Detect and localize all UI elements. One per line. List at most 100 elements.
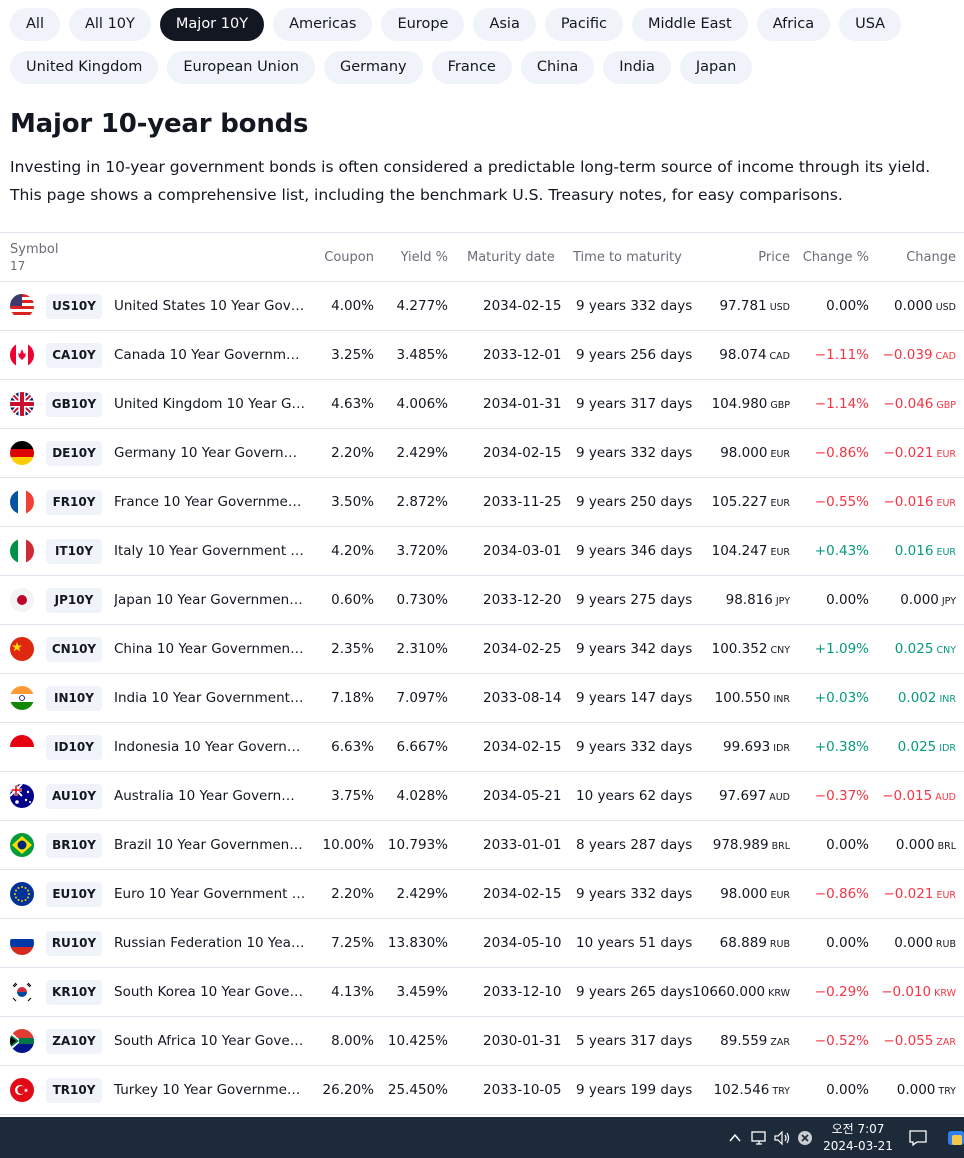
filter-chip-all[interactable]: All (10, 8, 60, 41)
ticker-badge[interactable]: IT10Y (46, 539, 102, 564)
table-row[interactable]: JP10Y Japan 10 Year Government B… 0.60% 0.7… (0, 576, 964, 625)
system-clock[interactable]: 오전 7:07 2024-03-21 (823, 1121, 893, 1155)
table-row[interactable]: ZA10Y South Africa 10 Year Govern… 8.00% 10… (0, 1017, 964, 1066)
bond-name[interactable]: Canada 10 Year Government … (114, 347, 306, 363)
filter-chip-asia[interactable]: Asia (473, 8, 536, 41)
bond-name[interactable]: Indonesia 10 Year Governme… (114, 739, 306, 755)
bond-name[interactable]: Russian Federation 10 Year G… (114, 935, 306, 951)
table-row[interactable]: EU10Y Euro 10 Year Government Bo… 2.20% 2.4… (0, 870, 964, 919)
ticker-badge[interactable]: GB10Y (46, 392, 102, 417)
bond-name[interactable]: India 10 Year Government Bo… (114, 690, 306, 706)
table-row[interactable]: RU10Y Russian Federation 10 Year G… 7.25% 1… (0, 919, 964, 968)
bond-name[interactable]: South Korea 10 Year Govern… (114, 984, 306, 1000)
volume-icon[interactable] (773, 1130, 791, 1146)
bond-name[interactable]: United Kingdom 10 Year Gov… (114, 396, 306, 412)
header-yield[interactable]: Yield % (400, 250, 448, 265)
ticker-badge[interactable]: BR10Y (46, 833, 102, 858)
bond-name[interactable]: Germany 10 Year Governmen… (114, 445, 306, 461)
table-row[interactable]: US10Y United States 10 Year Gover… 4.00% 4.… (0, 282, 964, 331)
bond-name[interactable]: South Africa 10 Year Govern… (114, 1033, 306, 1049)
ticker-badge[interactable]: DE10Y (46, 441, 102, 466)
table-row[interactable]: GB10Y United Kingdom 10 Year Gov… 4.63% 4.0… (0, 380, 964, 429)
change-value: 0.000 (894, 935, 933, 951)
header-change-pct[interactable]: Change % (802, 250, 869, 265)
bond-name[interactable]: Turkey 10 Year Government … (114, 1082, 306, 1098)
ticker-badge[interactable]: TR10Y (46, 1078, 102, 1103)
header-symbol[interactable]: Symbol 17 (10, 242, 58, 274)
table-row[interactable]: BR10Y Brazil 10 Year Government B… 10.00% 1… (0, 821, 964, 870)
filter-chip-middle-east[interactable]: Middle East (631, 8, 748, 41)
table-row[interactable]: ID10Y Indonesia 10 Year Governme… 6.63% 6.6… (0, 723, 964, 772)
filter-chip-usa[interactable]: USA (839, 8, 902, 41)
table-row[interactable]: AU10Y Australia 10 Year Governmen… 3.75% 4.… (0, 772, 964, 821)
bond-name[interactable]: United States 10 Year Gover… (114, 298, 306, 314)
coupon-value: 4.63% (331, 396, 374, 412)
filter-chip-japan[interactable]: Japan (679, 51, 753, 84)
ticker-badge[interactable]: ZA10Y (46, 1029, 102, 1054)
coupon-value: 4.00% (331, 298, 374, 314)
ticker-badge[interactable]: CA10Y (46, 343, 102, 368)
table-row[interactable]: IT10Y Italy 10 Year Government Bo… 4.20% 3.… (0, 527, 964, 576)
ticker-badge[interactable]: IN10Y (46, 686, 102, 711)
filter-chip-americas[interactable]: Americas (273, 8, 373, 41)
header-time-to-maturity[interactable]: Time to maturity (573, 250, 682, 265)
filter-chip-china[interactable]: China (520, 51, 595, 84)
coupon-value: 3.25% (331, 347, 374, 363)
maturity-date: 2034-03-01 (483, 543, 562, 559)
ticker-badge[interactable]: AU10Y (46, 784, 102, 809)
table-row[interactable]: FR10Y France 10 Year Government … 3.50% 2.8… (0, 478, 964, 527)
table-row[interactable]: KR10Y South Korea 10 Year Govern… 4.13% 3.4… (0, 968, 964, 1017)
filter-chip-all-10y[interactable]: All 10Y (68, 8, 151, 41)
table-row[interactable]: CN10Y China 10 Year Government B… 2.35% 2.3… (0, 625, 964, 674)
header-price[interactable]: Price (758, 250, 790, 265)
price-value: 10660.000 (692, 984, 766, 1000)
ru-flag-icon (10, 931, 34, 955)
bond-name[interactable]: Euro 10 Year Government Bo… (114, 886, 306, 902)
fr-flag-icon (10, 490, 34, 514)
ticker-badge[interactable]: US10Y (46, 294, 102, 319)
bond-name[interactable]: France 10 Year Government … (114, 494, 306, 510)
price-value: 105.227 (711, 494, 768, 510)
notification-icon[interactable] (908, 1129, 928, 1147)
filter-chip-france[interactable]: France (431, 51, 512, 84)
ticker-badge[interactable]: ID10Y (46, 735, 102, 760)
tr-flag-icon (10, 1078, 34, 1102)
table-row[interactable]: CA10Y Canada 10 Year Government … 3.25% 3.4… (0, 331, 964, 380)
price-value: 100.352 (711, 641, 768, 657)
bond-name[interactable]: Australia 10 Year Governmen… (114, 788, 306, 804)
time-to-maturity: 9 years 342 days (576, 641, 693, 657)
network-icon[interactable] (750, 1130, 768, 1146)
app-icon[interactable] (948, 1129, 964, 1147)
filter-chip-united-kingdom[interactable]: United Kingdom (10, 51, 159, 84)
chevron-up-icon[interactable] (728, 1131, 742, 1145)
ticker-badge[interactable]: KR10Y (46, 980, 102, 1005)
table-row[interactable]: DE10Y Germany 10 Year Governmen… 2.20% 2.42… (0, 429, 964, 478)
filter-chip-germany[interactable]: Germany (323, 51, 423, 84)
ticker-badge[interactable]: JP10Y (46, 588, 102, 613)
table-row[interactable]: TR10Y Turkey 10 Year Government … 26.20% 25… (0, 1066, 964, 1115)
filter-chip-africa[interactable]: Africa (756, 8, 831, 41)
bond-name[interactable]: Italy 10 Year Government Bo… (114, 543, 306, 559)
table-row[interactable]: IN10Y India 10 Year Government Bo… 7.18% 7.… (0, 674, 964, 723)
header-coupon[interactable]: Coupon (324, 250, 374, 265)
bond-name[interactable]: Brazil 10 Year Government B… (114, 837, 306, 853)
change-value: 0.025 (897, 739, 937, 755)
ticker-badge[interactable]: RU10Y (46, 931, 102, 956)
bond-name[interactable]: China 10 Year Government B… (114, 641, 306, 657)
filter-chip-pacific[interactable]: Pacific (544, 8, 623, 41)
filter-chip-europe[interactable]: Europe (381, 8, 465, 41)
header-change[interactable]: Change (906, 250, 956, 265)
filter-chip-india[interactable]: India (603, 51, 671, 84)
close-circle-icon[interactable] (797, 1130, 813, 1146)
ticker-badge[interactable]: FR10Y (46, 490, 102, 515)
ticker-badge[interactable]: EU10Y (46, 882, 102, 907)
filter-chip-european-union[interactable]: European Union (167, 51, 315, 84)
change-percent: 0.00% (826, 592, 869, 608)
header-maturity[interactable]: Maturity date (467, 250, 555, 265)
bond-name[interactable]: Japan 10 Year Government B… (114, 592, 306, 608)
change-percent: 0.00% (826, 298, 869, 314)
ticker-badge[interactable]: CN10Y (46, 637, 102, 662)
change-value: −0.046 (883, 396, 934, 412)
yield-value: 4.028% (396, 788, 448, 804)
filter-chip-major-10y[interactable]: Major 10Y (159, 8, 265, 41)
